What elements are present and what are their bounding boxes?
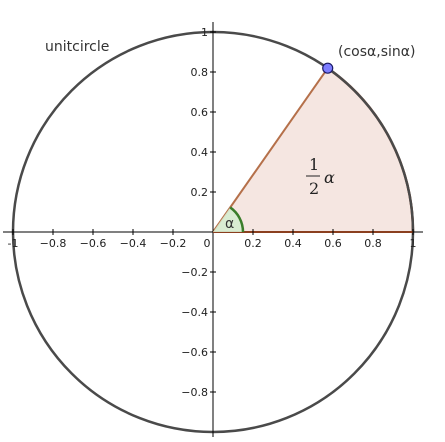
angle-label: α xyxy=(225,216,234,232)
x-tick-label: −0.4 xyxy=(120,237,147,250)
x-tick-label: -1 xyxy=(8,237,19,250)
y-tick-label: 0.6 xyxy=(191,106,209,119)
sector-layer xyxy=(212,67,415,233)
x-tick-label: 0.8 xyxy=(364,237,382,250)
y-tick-label: −0.8 xyxy=(181,386,208,399)
sector-label-denominator: 2 xyxy=(309,179,319,198)
y-tick-label: 0.4 xyxy=(191,146,209,159)
x-tick-label: 0.4 xyxy=(284,237,302,250)
y-tick-label: −0.2 xyxy=(181,266,208,279)
point-label: (cosα,sinα) xyxy=(338,44,415,60)
sector-label-symbol: α xyxy=(324,168,335,187)
y-tick-label: 1 xyxy=(201,26,208,39)
x-tick-label: −0.8 xyxy=(40,237,67,250)
y-tick-label: 0.2 xyxy=(191,186,209,199)
y-tick-label: 0.8 xyxy=(191,66,209,79)
point-cos-sin[interactable] xyxy=(322,62,334,74)
x-tick-label: 0 xyxy=(204,237,211,250)
circle-label: unitcircle xyxy=(45,39,109,55)
y-tick-label: −0.4 xyxy=(181,306,208,319)
angle-arc xyxy=(229,206,245,233)
x-tick-label: −0.6 xyxy=(80,237,107,250)
x-tick-label: −0.2 xyxy=(160,237,187,250)
ticks-layer: -1 −0.8 −0.6 −0.4 −0.2 0 0.2 0.4 0.6 0.8 1 1 0.8 0.6 0… xyxy=(8,26,417,399)
angle-layer: α xyxy=(213,206,245,233)
x-tick-label: 0.2 xyxy=(244,237,262,250)
x-tick-label: 0.6 xyxy=(324,237,342,250)
sector-label-numerator: 1 xyxy=(309,155,319,174)
x-tick-label: 1 xyxy=(410,237,417,250)
sector-label: 1 2 α xyxy=(306,155,335,198)
sector-fill xyxy=(213,68,413,233)
radius-to-point xyxy=(212,67,329,233)
y-tick-label: −0.6 xyxy=(181,346,208,359)
